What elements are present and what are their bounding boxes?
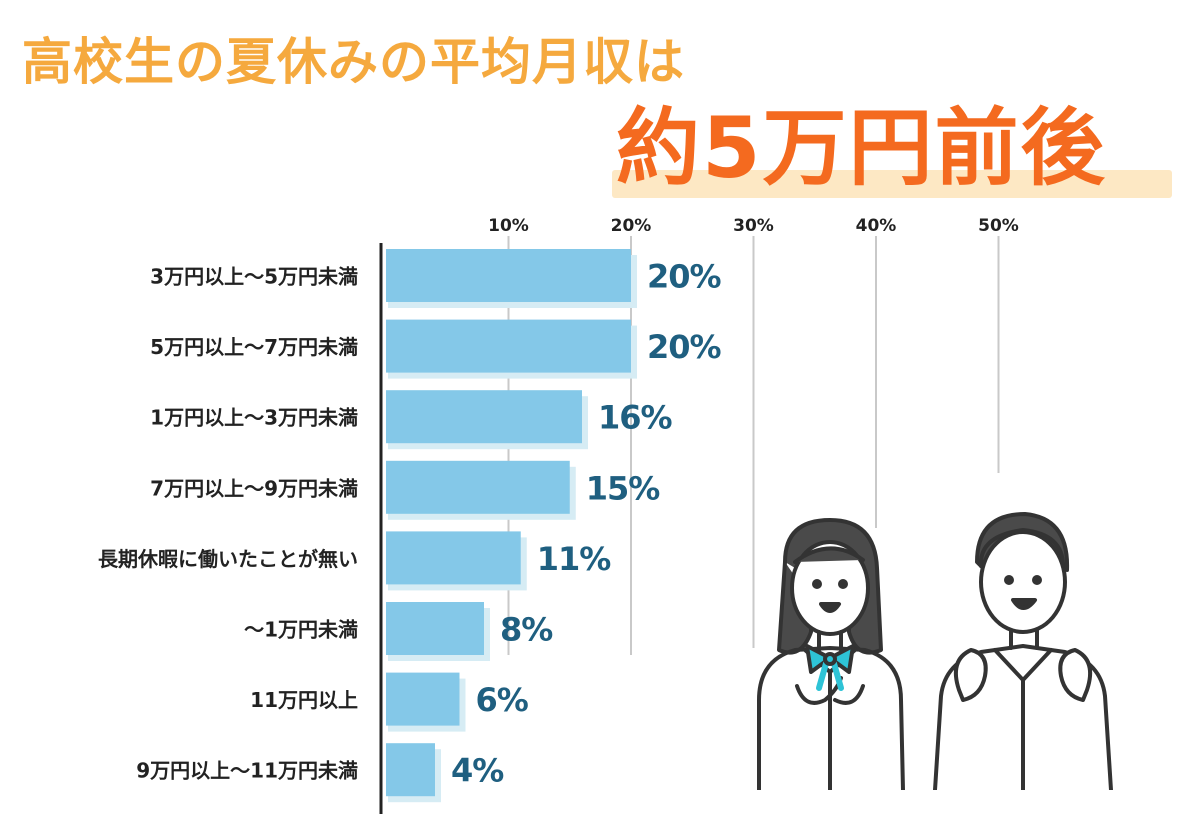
x-tick-label: 30% [733, 216, 774, 236]
chart-subtitle: 約5万円前後 [616, 99, 1107, 197]
bar-value-label: 8% [500, 611, 553, 649]
bar [386, 460, 570, 514]
bar [386, 390, 582, 444]
bar [386, 319, 631, 373]
bar-value-label: 11% [537, 540, 612, 578]
x-tick-label: 50% [978, 216, 1019, 236]
x-tick-label: 10% [488, 216, 529, 236]
bar-value-label: 6% [476, 681, 529, 719]
chart-subtitle-block: 約5万円前後 [612, 98, 1177, 208]
chart-title: 高校生の夏休みの平均月収は [22, 33, 685, 91]
bar-value-label: 16% [598, 399, 673, 437]
bar [386, 531, 521, 585]
category-label: 7万円以上〜9万円未満 [150, 476, 358, 500]
category-label: 9万円以上〜11万円未満 [136, 759, 358, 783]
category-label: 1万円以上〜3万円未満 [150, 406, 358, 430]
subtitle-highlight [612, 170, 1172, 198]
x-tick-label: 40% [856, 216, 897, 236]
bar [386, 743, 435, 797]
students-illustration [757, 512, 1113, 790]
bar [386, 672, 460, 726]
boy-figure [933, 512, 1113, 790]
category-label: 11万円以上 [250, 688, 358, 712]
girl-figure [757, 518, 905, 790]
category-label: 3万円以上〜5万円未満 [150, 265, 358, 289]
bar-value-label: 20% [647, 328, 722, 366]
bar-value-label: 15% [586, 469, 661, 507]
category-label: 5万円以上〜7万円未満 [150, 335, 358, 359]
bar [386, 249, 631, 302]
bar [386, 602, 484, 655]
bar-value-label: 4% [451, 752, 504, 790]
x-tick-label: 20% [611, 216, 652, 236]
bar-value-label: 20% [647, 258, 722, 296]
category-label: 長期休暇に働いたことが無い [98, 547, 358, 571]
category-label: 〜1万円未満 [244, 618, 358, 642]
